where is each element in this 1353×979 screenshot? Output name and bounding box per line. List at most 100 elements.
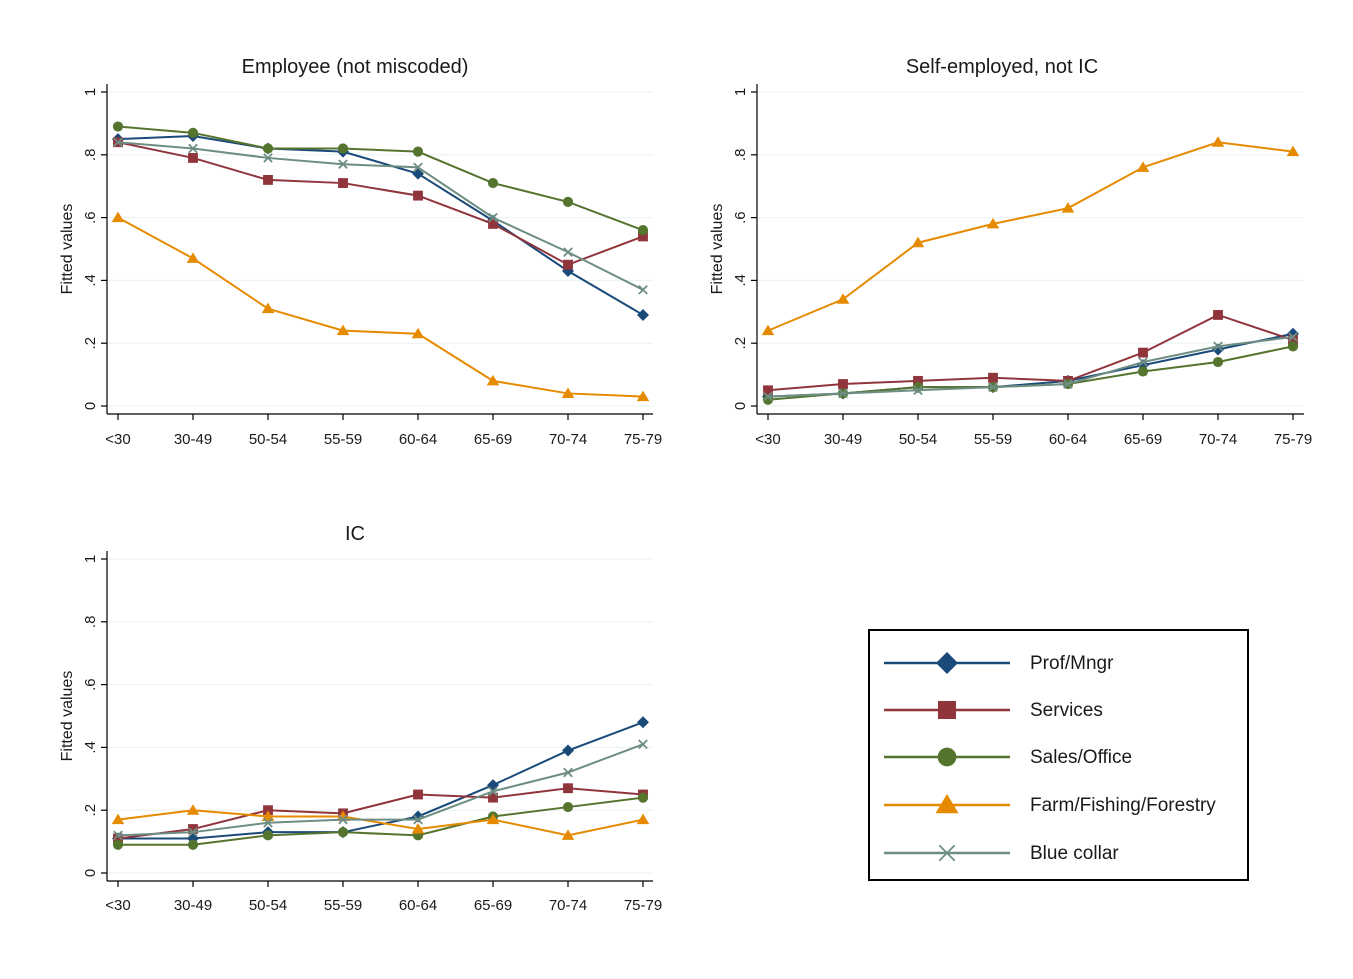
data-point-services: [263, 175, 273, 185]
legend-label-blue-collar: Blue collar: [1030, 843, 1119, 864]
data-point-services: [113, 833, 123, 844]
panel-employee-not-miscoded: 0 .2 .4 .6 .8 1 <30 30-49 50-54 55-59 60-64 65-69 70…: [59, 56, 662, 448]
chart-title: IC: [345, 523, 365, 545]
x-tick-label: 55-59: [324, 431, 362, 448]
legend-marker-prof-mngr: [936, 652, 958, 674]
data-point-sales-office: [337, 827, 349, 838]
data-point-blue-collar: [488, 786, 498, 797]
legend-label-services: Services: [1030, 700, 1103, 721]
x-tick-label: 65-69: [1124, 431, 1162, 448]
data-point-farm-fishing-forestry: [111, 211, 125, 223]
series-line-services: [117, 141, 644, 266]
data-point-farm-fishing-forestry: [1286, 145, 1300, 157]
x-tick-label: 60-64: [1049, 431, 1087, 448]
x-tick-label: 50-54: [249, 431, 287, 448]
data-point-farm-fishing-forestry: [986, 217, 1000, 229]
data-point-farm-fishing-forestry: [336, 810, 350, 821]
data-point-blue-collar: [188, 143, 198, 154]
data-point-services: [563, 783, 573, 794]
legend-marker-blue-collar: [938, 844, 956, 862]
data-point-services: [838, 379, 848, 389]
data-point-sales-office: [562, 196, 574, 207]
x-tick-label: 70-74: [549, 431, 587, 448]
y-tick-label: .2: [82, 337, 99, 350]
data-point-blue-collar: [988, 382, 998, 392]
data-point-services: [338, 178, 348, 188]
y-axis-label: Fitted values: [709, 204, 726, 295]
data-point-blue-collar: [413, 814, 423, 825]
panel-ic: 0 .2 .4 .6 .8 1 <30 30-49 50-54 55-59 60-64 65-69 70…: [59, 523, 662, 914]
data-point-farm-fishing-forestry: [411, 327, 425, 339]
data-point-services: [188, 824, 198, 834]
plot-area: [757, 82, 1304, 414]
data-point-services: [1213, 310, 1223, 320]
series-blue-collar: [763, 332, 1298, 402]
data-point-farm-fishing-forestry: [761, 324, 775, 336]
legend-item-prof-mngr: Prof/Mngr: [870, 643, 1247, 683]
data-point-blue-collar: [338, 814, 348, 825]
series-sales-office: [112, 121, 649, 236]
series-line-farm-fishing-forestry: [767, 141, 1294, 332]
y-tick-label: .8: [82, 616, 99, 629]
x-tick-label: 75-79: [624, 431, 662, 448]
data-point-sales-office: [637, 225, 649, 236]
x-tick-label: 50-54: [899, 431, 937, 448]
data-point-blue-collar: [1288, 332, 1298, 342]
data-point-sales-office: [1137, 366, 1149, 377]
data-point-farm-fishing-forestry: [1211, 136, 1225, 147]
series-line-prof-mngr: [117, 134, 644, 316]
data-point-blue-collar: [1138, 357, 1148, 367]
data-point-farm-fishing-forestry: [836, 293, 850, 304]
data-point-blue-collar: [113, 137, 123, 148]
data-point-sales-office: [187, 839, 199, 850]
x-tick-label: 60-64: [399, 431, 437, 448]
series-blue-collar: [113, 137, 648, 295]
data-point-farm-fishing-forestry: [186, 252, 200, 263]
data-point-blue-collar: [338, 159, 348, 170]
series-line-farm-fishing-forestry: [117, 809, 644, 837]
data-point-blue-collar: [913, 385, 923, 396]
data-point-services: [188, 153, 198, 163]
y-tick-label: 1: [82, 555, 99, 563]
data-point-farm-fishing-forestry: [561, 829, 575, 840]
data-point-services: [488, 218, 498, 229]
data-point-farm-fishing-forestry: [1136, 161, 1150, 172]
data-point-farm-fishing-forestry: [561, 387, 575, 398]
x-tick-label: <30: [105, 431, 130, 448]
data-point-sales-office: [1212, 356, 1224, 368]
data-point-services: [413, 190, 423, 201]
data-point-farm-fishing-forestry: [1061, 202, 1075, 213]
series-blue-collar: [113, 739, 648, 841]
data-point-sales-office: [112, 121, 124, 132]
data-point-services: [1138, 347, 1148, 358]
x-tick-label: 70-74: [1199, 431, 1237, 448]
legend-marker-farm-fishing-forestry: [935, 794, 959, 814]
chart-title: Employee (not miscoded): [242, 56, 469, 78]
data-point-services: [563, 259, 573, 270]
data-point-services: [638, 231, 648, 242]
data-point-farm-fishing-forestry: [411, 823, 425, 834]
y-tick-label: .2: [732, 337, 749, 350]
data-point-farm-fishing-forestry: [336, 324, 350, 336]
legend-label-sales-office: Sales/Office: [1030, 747, 1133, 768]
legend-swatch-prof-mngr: [884, 652, 1010, 674]
data-point-blue-collar: [1213, 341, 1223, 352]
data-point-sales-office: [262, 143, 274, 154]
y-tick-label: .6: [732, 211, 749, 224]
y-tick-label: .4: [732, 274, 749, 287]
series-farm-fishing-forestry: [761, 136, 1300, 336]
legend-swatch-sales-office: [884, 747, 1010, 767]
data-point-blue-collar: [188, 827, 198, 838]
y-tick-label: .6: [82, 211, 99, 224]
legend-label-prof-mngr: Prof/Mngr: [1030, 653, 1114, 674]
data-point-services: [263, 805, 273, 816]
x-tick-label: <30: [105, 897, 130, 914]
data-point-blue-collar: [838, 388, 848, 399]
legend-marker-sales-office: [937, 747, 957, 767]
y-axis-label: Fitted values: [59, 204, 76, 295]
data-point-farm-fishing-forestry: [636, 390, 650, 402]
data-point-sales-office: [1287, 341, 1299, 352]
chart-title: Self-employed, not IC: [906, 56, 1098, 78]
